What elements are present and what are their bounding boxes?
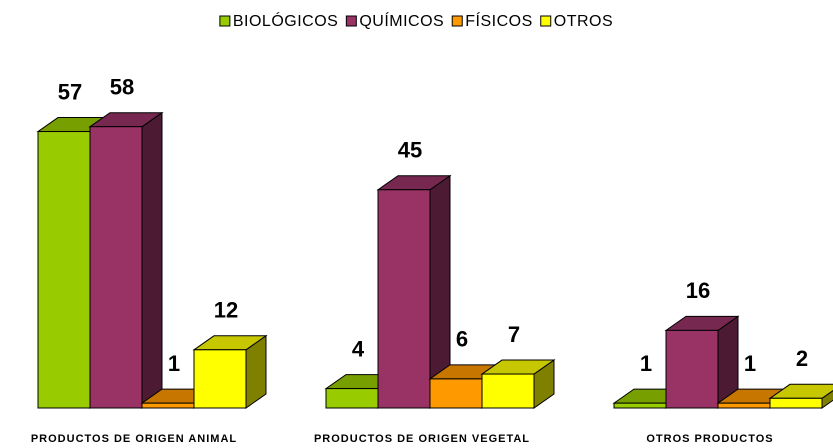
legend-swatch xyxy=(540,15,552,27)
bar-3d xyxy=(192,334,268,409)
bar-3d xyxy=(376,174,452,409)
legend: BIOLÓGICOS QUÍMICOS FÍSICOS OTROS xyxy=(219,11,613,30)
bar xyxy=(89,126,143,409)
value-label: 4 xyxy=(352,336,365,361)
bar-side xyxy=(141,111,163,409)
x-tick-label: OTROS PRODUCTOS xyxy=(646,433,773,445)
legend-swatch xyxy=(345,15,357,27)
bar xyxy=(769,397,823,409)
value-label: 57 xyxy=(58,79,82,104)
bar xyxy=(613,402,667,409)
legend-label: QUÍMICOS xyxy=(359,11,444,30)
legend-label: FÍSICOS xyxy=(465,11,533,30)
value-label: 2 xyxy=(796,346,808,371)
bar-3d xyxy=(664,315,740,409)
legend-label: OTROS xyxy=(554,13,613,30)
bar-3d xyxy=(480,359,556,409)
value-label: 1 xyxy=(744,351,756,376)
value-label: 6 xyxy=(456,327,468,352)
x-tick-label: PRODUCTOS DE ORIGEN VEGETAL xyxy=(314,433,530,445)
bar xyxy=(665,329,719,409)
legend-label: BIOLÓGICOS xyxy=(233,11,338,30)
bar xyxy=(429,378,483,409)
bar-top xyxy=(768,383,833,399)
bar xyxy=(481,373,535,409)
value-label: 16 xyxy=(686,278,710,303)
value-label: 1 xyxy=(640,351,652,376)
bar xyxy=(717,402,771,409)
value-label: 45 xyxy=(398,138,422,163)
bar xyxy=(37,131,91,409)
bar-3d xyxy=(88,111,164,409)
bar xyxy=(193,349,247,409)
bar xyxy=(325,388,379,409)
bar xyxy=(377,189,431,409)
legend-swatch xyxy=(219,15,231,27)
value-label: 1 xyxy=(168,351,180,376)
value-label: 7 xyxy=(508,322,520,347)
bar-3d xyxy=(428,363,504,409)
x-tick-label: PRODUCTOS DE ORIGEN ANIMAL xyxy=(31,433,237,445)
value-label: 12 xyxy=(214,298,238,323)
legend-swatch xyxy=(451,15,463,27)
bar-3d xyxy=(768,383,833,409)
bar xyxy=(141,402,195,409)
value-label: 58 xyxy=(110,75,134,100)
